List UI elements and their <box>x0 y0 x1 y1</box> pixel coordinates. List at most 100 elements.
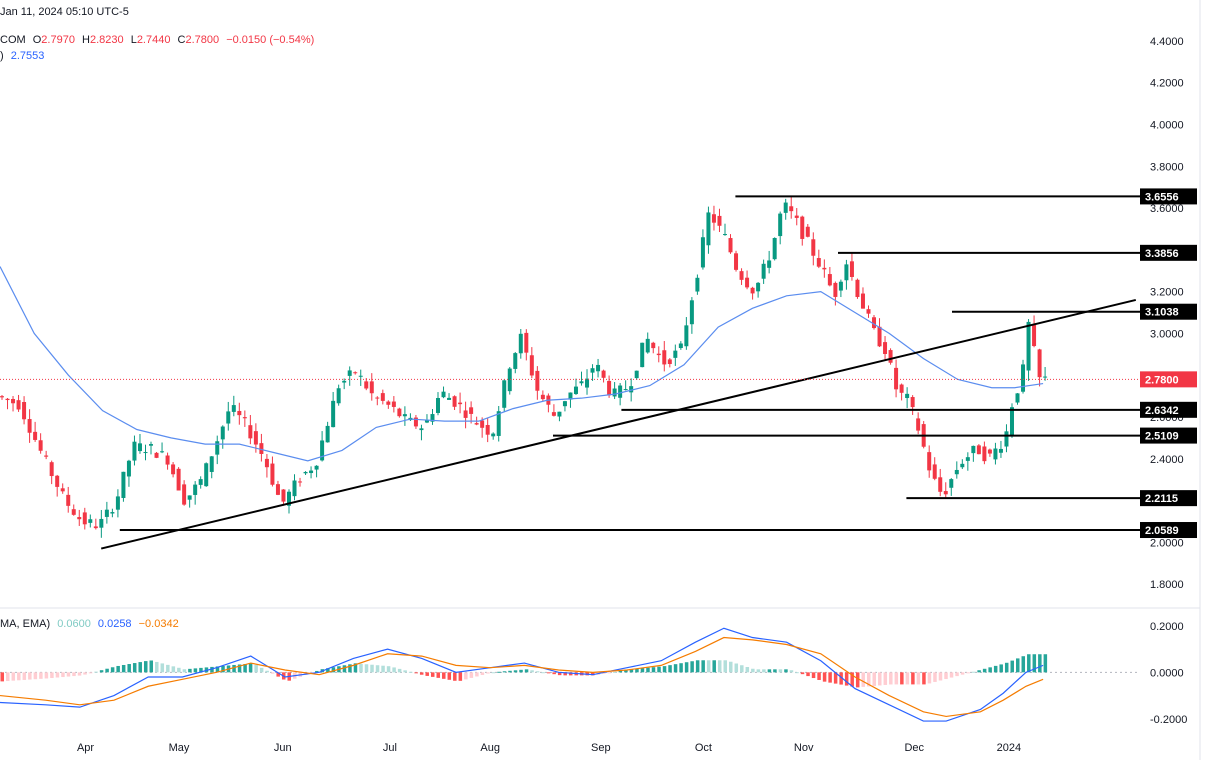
level-price-label: 2.2115 <box>1145 493 1178 505</box>
macd-histogram-bar <box>480 672 485 675</box>
macd-histogram-bar <box>83 672 87 675</box>
month-label: Sep <box>591 742 611 754</box>
macd-histogram-bar <box>1032 654 1037 673</box>
date-line: Jan 11, 2024 05:10 UTC-5 <box>0 6 129 18</box>
last-price-label: 2.7800 <box>1145 374 1179 386</box>
candle-body <box>171 464 176 475</box>
macd-histogram-bar <box>121 664 126 673</box>
macd-histogram-bar <box>955 672 959 677</box>
macd-histogram-bar <box>927 672 932 684</box>
macd-histogram-bar <box>624 669 628 673</box>
macd-histogram-bar <box>464 672 468 680</box>
macd-histogram-bar <box>0 672 4 682</box>
candle-body <box>1021 364 1026 392</box>
month-label: Apr <box>77 742 94 754</box>
candle-body <box>656 353 661 356</box>
macd-histogram-bar <box>541 672 545 674</box>
macd-histogram-bar <box>353 663 358 673</box>
candle-body <box>916 418 921 431</box>
level-price-label: 2.5109 <box>1145 431 1179 443</box>
macd-histogram-bar <box>513 670 518 673</box>
macd-histogram-bar <box>143 661 148 673</box>
price-tick-label: 3.8000 <box>1150 161 1184 173</box>
symbol-label: COM <box>0 34 26 46</box>
candle-body <box>706 212 711 246</box>
month-label: Oct <box>695 742 712 754</box>
candle-body <box>22 402 27 420</box>
candle-body <box>336 388 341 404</box>
macd-histogram-bar <box>177 667 181 673</box>
macd-histogram-bar <box>138 662 142 673</box>
macd-histogram-bar <box>171 666 176 673</box>
macd-histogram-bar <box>414 672 418 674</box>
candle-body <box>44 455 49 457</box>
candle-body <box>1032 325 1037 347</box>
candle-body <box>137 443 142 452</box>
macd-histogram-bar <box>243 663 247 673</box>
candle-body <box>292 480 297 497</box>
level-price-label: 3.1038 <box>1145 307 1179 319</box>
macd-histogram-bar <box>105 668 109 673</box>
month-label: Jun <box>274 742 292 754</box>
macd-histogram-bar <box>789 670 794 673</box>
candle-body <box>833 282 838 297</box>
month-label: Jul <box>383 742 397 754</box>
level-price-box <box>1140 244 1197 261</box>
macd-histogram-bar <box>629 669 634 673</box>
candle-body <box>1009 407 1014 436</box>
candle-body <box>160 451 165 453</box>
macd-histogram-bar <box>971 671 976 673</box>
macd-histogram-bar <box>33 672 38 680</box>
macd-histogram-bar <box>486 672 490 674</box>
candle-body <box>700 237 705 268</box>
candle-body <box>949 479 954 488</box>
macd-histogram-bar <box>254 664 258 673</box>
macd-histogram-bar <box>458 672 463 681</box>
macd-histogram-bar <box>61 672 65 678</box>
candle-body <box>110 512 115 514</box>
macd-legend: MA, EMA) 0.0600 0.0258 −0.0342 <box>0 618 183 630</box>
candle-body <box>860 293 865 309</box>
candle-body <box>88 519 93 523</box>
macd-histogram-bar <box>751 668 755 673</box>
candle-body <box>927 452 932 471</box>
candle-body <box>474 423 479 425</box>
macd-histogram-bar <box>784 669 788 673</box>
macd-histogram-bar <box>949 672 954 678</box>
candle-body <box>883 342 888 355</box>
candle-body <box>424 419 429 423</box>
macd-histogram-bar <box>999 664 1003 673</box>
level-price-box <box>1140 188 1197 205</box>
macd-histogram-bar <box>127 664 131 673</box>
macd-histogram-bar <box>39 672 43 679</box>
macd-histogram-bar <box>425 672 429 676</box>
macd-histogram-bar <box>381 665 385 673</box>
candle-body <box>943 491 948 495</box>
macd-line <box>0 627 1044 722</box>
macd-histogram-bar <box>833 672 838 684</box>
candle-body <box>877 326 882 347</box>
macd-histogram-bar <box>326 668 330 673</box>
candle-body <box>204 463 209 487</box>
macd-histogram-bar <box>132 663 137 673</box>
macd-histogram-bar <box>850 672 854 687</box>
macd-histogram-bar <box>77 672 82 676</box>
candle-body <box>800 216 805 239</box>
macd-histogram-bar <box>248 663 253 673</box>
candle-body <box>82 512 87 525</box>
macd-histogram-bar <box>193 668 198 673</box>
candle-body <box>745 277 750 288</box>
candle-body <box>965 457 970 461</box>
candle-body <box>998 448 1003 453</box>
macd-histogram-bar <box>657 666 661 673</box>
candle-body <box>722 234 727 236</box>
month-label: May <box>169 742 190 754</box>
macd-histogram-bar <box>519 669 523 673</box>
candle-body <box>413 417 418 427</box>
candle-body <box>71 509 76 515</box>
candle-body <box>480 420 485 428</box>
candle-body <box>342 380 347 383</box>
month-label: Dec <box>904 742 924 754</box>
candle-body <box>298 481 303 483</box>
